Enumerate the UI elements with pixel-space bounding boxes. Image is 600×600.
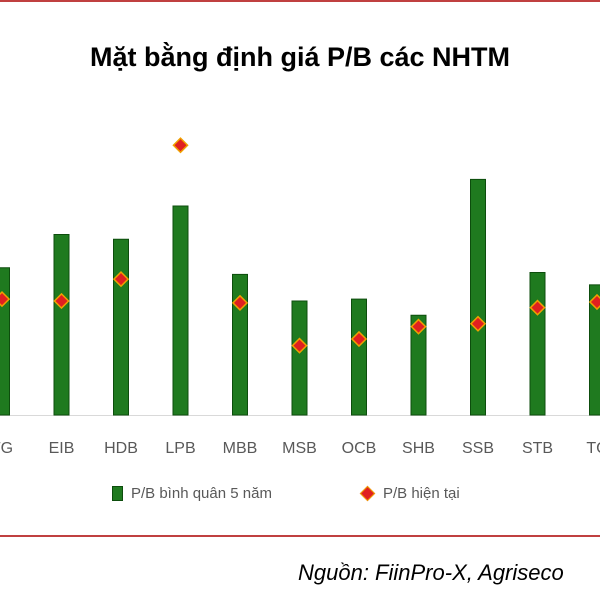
- top-border-line: [0, 0, 600, 2]
- point-current-ssb: [469, 315, 487, 332]
- bar-avg-mbb: [232, 273, 248, 416]
- point-current-eib: [53, 292, 70, 310]
- bar-avg-ocb: [351, 298, 367, 416]
- bar-avg-msb: [291, 300, 308, 416]
- x-tick-label-shb: SHB: [402, 440, 435, 457]
- point-current-msb: [291, 337, 308, 354]
- point-current-tcb: [588, 293, 600, 311]
- bar-avg-ssb: [470, 178, 486, 416]
- chart-plot-area: TG EIB HDB LPB MBB MSB OCB SHB SSB STB TC: [0, 137, 600, 457]
- legend-label-current: P/B hiện tại: [383, 485, 460, 502]
- x-tick-label-tcb: TC: [586, 440, 600, 457]
- source-note: Nguồn: FiinPro-X, Agriseco: [298, 560, 564, 585]
- x-tick-label-hdb: HDB: [104, 440, 138, 457]
- chart-legend: P/B bình quân 5 năm P/B hiện tại: [0, 485, 600, 509]
- x-tick-label-ssb: SSB: [462, 440, 494, 457]
- point-current-hdb: [112, 271, 130, 288]
- x-tick-label-ocb: OCB: [342, 440, 377, 457]
- point-current-stb: [529, 299, 546, 316]
- bar-avg-shb: [410, 314, 427, 416]
- point-current-lpb: [172, 137, 189, 154]
- bar-avg-lpb: [172, 205, 189, 416]
- x-tick-label-vcb: TG: [0, 440, 13, 457]
- x-tick-label-mbb: MBB: [223, 440, 258, 457]
- bar-avg-hdb: [113, 238, 129, 416]
- chart-title: Mặt bằng định giá P/B các NHTM: [89, 42, 511, 72]
- point-current-shb: [410, 318, 427, 335]
- x-tick-label-eib: EIB: [49, 440, 75, 457]
- bar-avg-eib: [53, 234, 70, 416]
- bar-avg-tcb: [589, 284, 600, 416]
- x-tick-label-lpb: LPB: [165, 440, 195, 457]
- point-current-vcb: [0, 290, 11, 308]
- legend-bar-swatch: [112, 486, 123, 501]
- point-current-ocb: [350, 330, 368, 348]
- legend-item-avg: P/B bình quân 5 năm: [112, 485, 272, 502]
- bar-avg-stb: [529, 272, 546, 416]
- point-current-mbb: [231, 294, 249, 312]
- bar-avg-vcb: [0, 267, 10, 416]
- legend-label-avg: P/B bình quân 5 năm: [131, 485, 272, 502]
- x-tick-label-stb: STB: [522, 440, 553, 457]
- bottom-border-line: [0, 535, 600, 537]
- legend-diamond-swatch: [359, 485, 376, 502]
- legend-item-current: P/B hiện tại: [359, 485, 460, 502]
- x-tick-label-msb: MSB: [282, 440, 317, 457]
